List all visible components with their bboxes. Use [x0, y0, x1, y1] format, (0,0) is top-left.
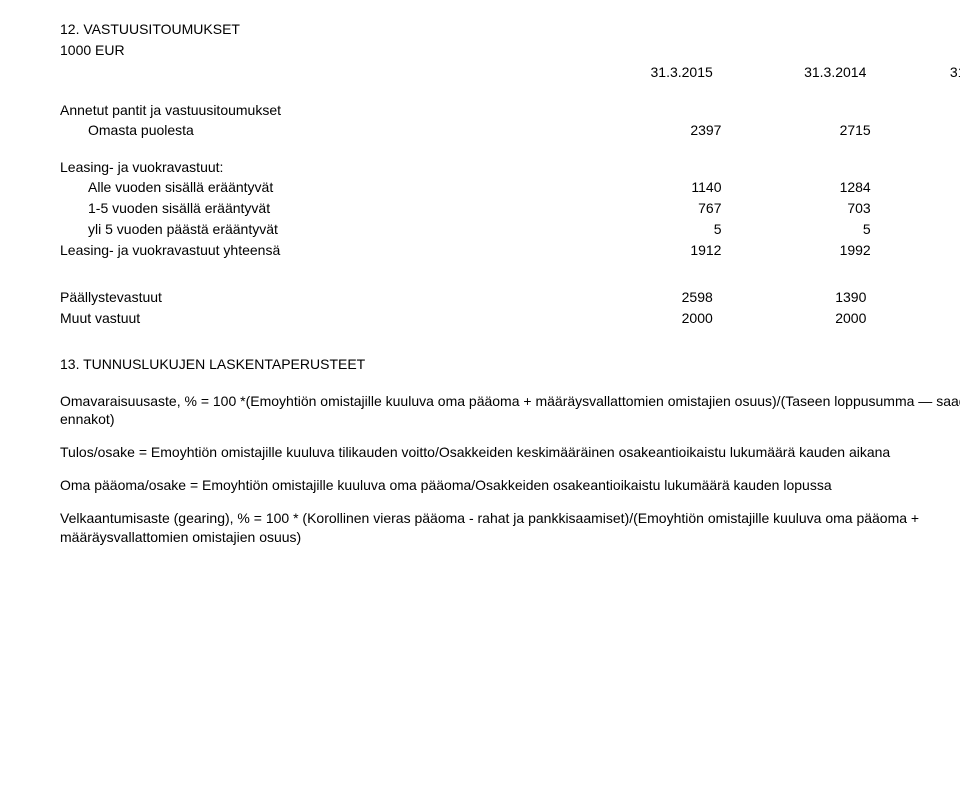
date-col-3: 31.12.2014 [866, 62, 960, 83]
cell: 1906 [871, 240, 960, 261]
section-12-title: 12. VASTUUSITOUMUKSET [60, 20, 960, 39]
table-row: Päällystevastuut 2598 1390 2496 [60, 287, 960, 308]
table-row: Muut vastuut 2000 2000 2000 [60, 308, 960, 329]
row-label: Päällystevastuut [60, 287, 559, 308]
cell: 1143 [871, 177, 960, 198]
cell: 5 [871, 219, 960, 240]
date-col-2: 31.3.2014 [713, 62, 867, 83]
cell: 1992 [721, 240, 870, 261]
table-group2: Alle vuoden sisällä erääntyvät 1140 1284… [60, 177, 960, 261]
table-row: 1-5 vuoden sisällä erääntyvät 767 703 75… [60, 198, 960, 219]
formula-velkaantumisaste: Velkaantumisaste (gearing), % = 100 * (K… [60, 509, 960, 547]
cell: 2598 [559, 287, 713, 308]
table-row: 31.3.2015 31.3.2014 31.12.2014 [60, 62, 960, 83]
cell: 2000 [866, 308, 960, 329]
cell: 2397 [572, 120, 721, 141]
row-label: yli 5 vuoden päästä erääntyvät [60, 219, 572, 240]
cell: 758 [871, 198, 960, 219]
table-row: Omasta puolesta 2397 2715 2397 [60, 120, 960, 141]
formula-oma-paaoma-osake: Oma pääoma/osake = Emoyhtiön omistajille… [60, 476, 960, 495]
cell: 1140 [572, 177, 721, 198]
formula-omavaraisuusaste: Omavaraisuusaste, % = 100 *(Emoyhtiön om… [60, 392, 960, 430]
row-label: Alle vuoden sisällä erääntyvät [60, 177, 572, 198]
cell: 2000 [713, 308, 867, 329]
section-12: 12. VASTUUSITOUMUKSET 1000 EUR 31.3.2015… [60, 20, 960, 329]
table-row: yli 5 vuoden päästä erääntyvät 5 5 5 [60, 219, 960, 240]
cell: 1390 [713, 287, 867, 308]
cell: 5 [572, 219, 721, 240]
table-group3: Päällystevastuut 2598 1390 2496 Muut vas… [60, 287, 960, 329]
date-col-1: 31.3.2015 [559, 62, 713, 83]
cell: 2496 [866, 287, 960, 308]
table-group1: Omasta puolesta 2397 2715 2397 [60, 120, 960, 141]
row-label: Omasta puolesta [60, 120, 572, 141]
group1-title: Annetut pantit ja vastuusitoumukset [60, 101, 960, 120]
group2-title: Leasing- ja vuokravastuut: [60, 158, 960, 177]
table-dates: 31.3.2015 31.3.2014 31.12.2014 [60, 62, 960, 83]
section-13-title: 13. TUNNUSLUKUJEN LASKENTAPERUSTEET [60, 355, 960, 374]
section-13: 13. TUNNUSLUKUJEN LASKENTAPERUSTEET Omav… [60, 355, 960, 547]
cell: 1284 [721, 177, 870, 198]
cell: 2000 [559, 308, 713, 329]
cell: 703 [721, 198, 870, 219]
section-12-unit: 1000 EUR [60, 41, 960, 60]
formula-tulos-osake: Tulos/osake = Emoyhtiön omistajille kuul… [60, 443, 960, 462]
row-label: Muut vastuut [60, 308, 559, 329]
cell: 2397 [871, 120, 960, 141]
table-row-total: Leasing- ja vuokravastuut yhteensä 1912 … [60, 240, 960, 261]
table-row: Alle vuoden sisällä erääntyvät 1140 1284… [60, 177, 960, 198]
row-label: 1-5 vuoden sisällä erääntyvät [60, 198, 572, 219]
cell: 1912 [572, 240, 721, 261]
cell: 767 [572, 198, 721, 219]
row-label: Leasing- ja vuokravastuut yhteensä [60, 240, 572, 261]
cell: 5 [721, 219, 870, 240]
cell: 2715 [721, 120, 870, 141]
